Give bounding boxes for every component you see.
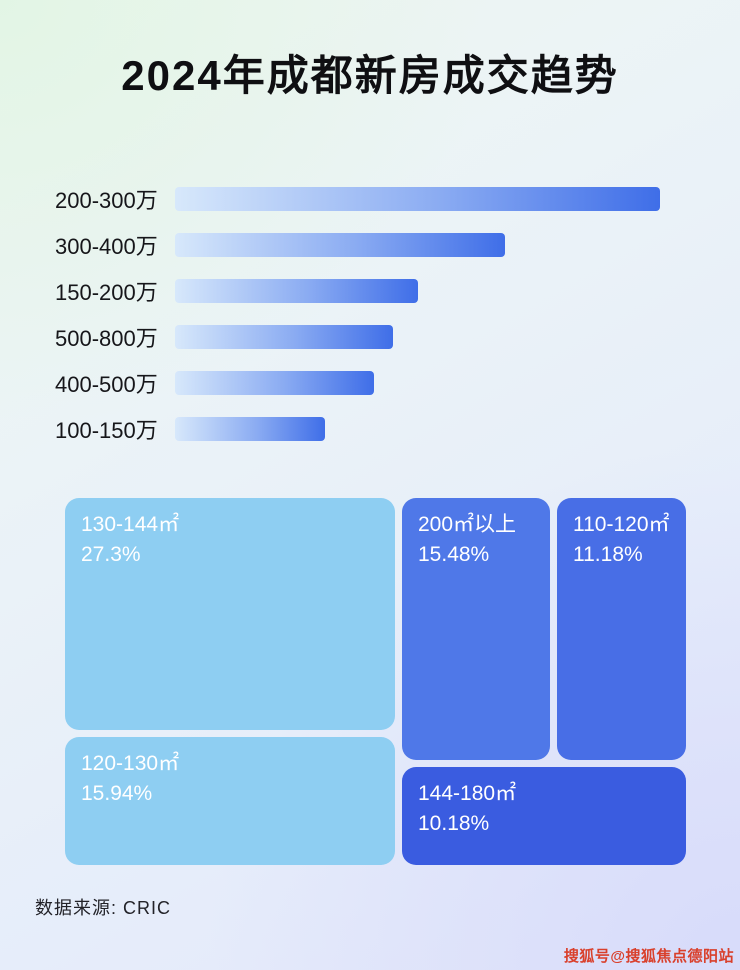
data-source-note: 数据来源: CRIC [35, 898, 171, 918]
treemap-percent: 10.18% [418, 812, 490, 836]
bar [175, 279, 418, 303]
bar-category-label: 300-400万 [55, 234, 158, 259]
treemap-right-column: 200㎡以上 15.48% 110-120㎡ 11.18% 144-180㎡ 1… [402, 498, 686, 865]
treemap-percent: 11.18% [573, 543, 643, 567]
treemap-percent: 27.3% [81, 543, 141, 567]
bar-row: 200-300万 [55, 176, 660, 222]
bar [175, 371, 374, 395]
bar-track [175, 371, 660, 395]
bar-track [175, 279, 660, 303]
treemap-block-110-120: 110-120㎡ 11.18% [557, 498, 686, 760]
watermark: 搜狐号@搜狐焦点德阳站 [563, 948, 734, 965]
treemap-right-top-row: 200㎡以上 15.48% 110-120㎡ 11.18% [402, 498, 686, 760]
bar-track [175, 417, 660, 441]
bar-track [175, 233, 660, 257]
bar-category-label: 100-150万 [55, 418, 158, 443]
treemap-label: 130-144㎡ [81, 513, 180, 536]
treemap-label: 200㎡以上 [418, 513, 517, 536]
treemap-block-200-plus: 200㎡以上 15.48% [402, 498, 550, 760]
bar [175, 417, 326, 441]
bar-category-label: 200-300万 [55, 188, 158, 213]
treemap-left-column: 130-144㎡ 27.3% 120-130㎡ 15.94% [65, 498, 395, 865]
treemap-label: 120-130㎡ [81, 752, 180, 775]
treemap-block-144-180: 144-180㎡ 10.18% [402, 767, 686, 865]
bar-chart: 200-300万 300-400万 150-200万 500-800万 400-500万… [55, 176, 660, 452]
treemap: 130-144㎡ 27.3% 120-130㎡ 15.94% 200㎡以上 15… [65, 498, 686, 865]
bar [175, 325, 394, 349]
page-title: 2024年成都新房成交趋势 [121, 52, 619, 99]
bar [175, 187, 660, 211]
treemap-label: 110-120㎡ [573, 513, 670, 536]
bar-category-label: 400-500万 [55, 372, 158, 397]
bar-row: 300-400万 [55, 222, 660, 268]
bar-row: 500-800万 [55, 314, 660, 360]
bar [175, 233, 505, 257]
treemap-block-130-144: 130-144㎡ 27.3% [65, 498, 395, 730]
bar-category-label: 500-800万 [55, 326, 158, 351]
treemap-percent: 15.48% [418, 543, 490, 567]
treemap-block-120-130: 120-130㎡ 15.94% [65, 737, 395, 865]
bar-row: 150-200万 [55, 268, 660, 314]
bar-track [175, 325, 660, 349]
bar-row: 400-500万 [55, 360, 660, 406]
bar-row: 100-150万 [55, 406, 660, 452]
bar-track [175, 187, 660, 211]
treemap-label: 144-180㎡ [418, 782, 517, 805]
treemap-percent: 15.94% [81, 782, 153, 806]
bar-category-label: 150-200万 [55, 280, 158, 305]
